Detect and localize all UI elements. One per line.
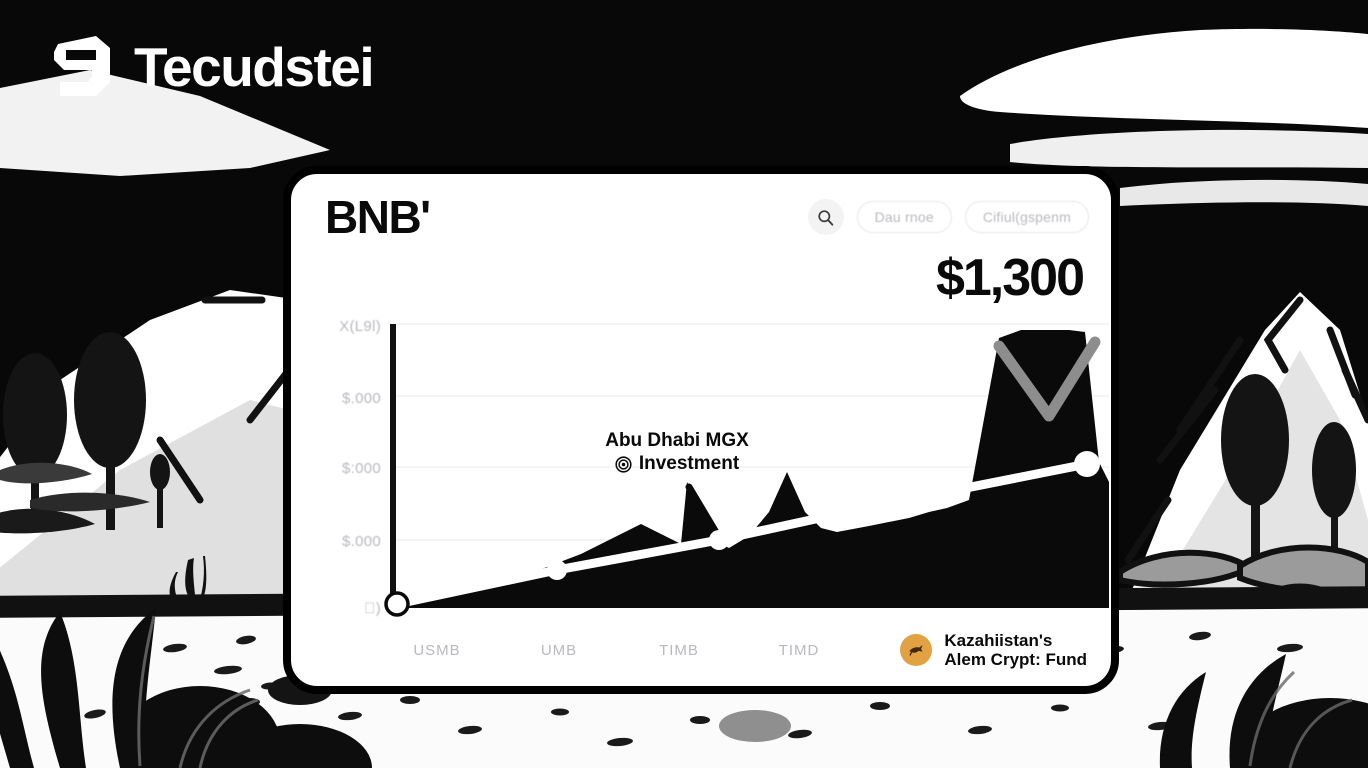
- y-tick-0: X(L9l): [339, 318, 381, 335]
- chevron-down-icon: [993, 336, 1101, 422]
- x-tick-1: UMB: [540, 642, 578, 659]
- search-icon: [818, 209, 834, 226]
- filter-pill-2[interactable]: Cifiul(gspenm: [964, 201, 1089, 233]
- search-button[interactable]: [807, 199, 844, 235]
- price-value: $1,300: [935, 249, 1085, 307]
- x-tick-0: USMB: [413, 642, 461, 659]
- legend-badge: [900, 634, 933, 667]
- page-title: BNB': [325, 191, 431, 243]
- brand: Tecudstei: [44, 32, 375, 102]
- filter-pill-1[interactable]: Dau rnoe: [856, 201, 952, 233]
- legend-line-2: Alem Crypt: Fund: [944, 650, 1087, 670]
- x-axis-labels: USMB UMB TIMB TIMD: [387, 642, 1109, 668]
- trend-line-markers: [384, 451, 1100, 617]
- y-tick-1: $.000: [341, 390, 381, 407]
- card-header: BNB' Dau rnoe Cifiul(gspenm: [291, 174, 1111, 260]
- x-tick-2: TIMB: [659, 642, 699, 659]
- chart-legend: Kazahiistan's Alem Crypt: Fund: [900, 631, 1087, 670]
- annotation-leader-line: [685, 483, 721, 538]
- x-tick-3: TIMD: [778, 642, 820, 659]
- s-logo-icon: [54, 36, 110, 96]
- chart-plot: [384, 323, 1109, 617]
- chart-card: BNB' Dau rnoe Cifiul(gspenm $1,300 X(L9l…: [283, 166, 1119, 694]
- legend-text: Kazahiistan's Alem Crypt: Fund: [944, 631, 1087, 670]
- y-tick-4:  ): [364, 600, 381, 617]
- y-axis-labels: X(L9l) $.000 $:000 $.000  ): [309, 312, 387, 622]
- brand-name: Tecudstei: [134, 35, 375, 98]
- y-tick-2: $:000: [341, 460, 381, 477]
- chart-container: X(L9l) $.000 $:000 $.000  ): [309, 312, 1109, 682]
- area-series-path: [393, 330, 1109, 608]
- eagle-emblem-icon: [909, 645, 924, 656]
- y-tick-3: $.000: [341, 533, 381, 550]
- legend-line-1: Kazahiistan's: [944, 630, 1053, 650]
- header-tools: Dau rnoe Cifiul(gspenm: [807, 199, 1089, 235]
